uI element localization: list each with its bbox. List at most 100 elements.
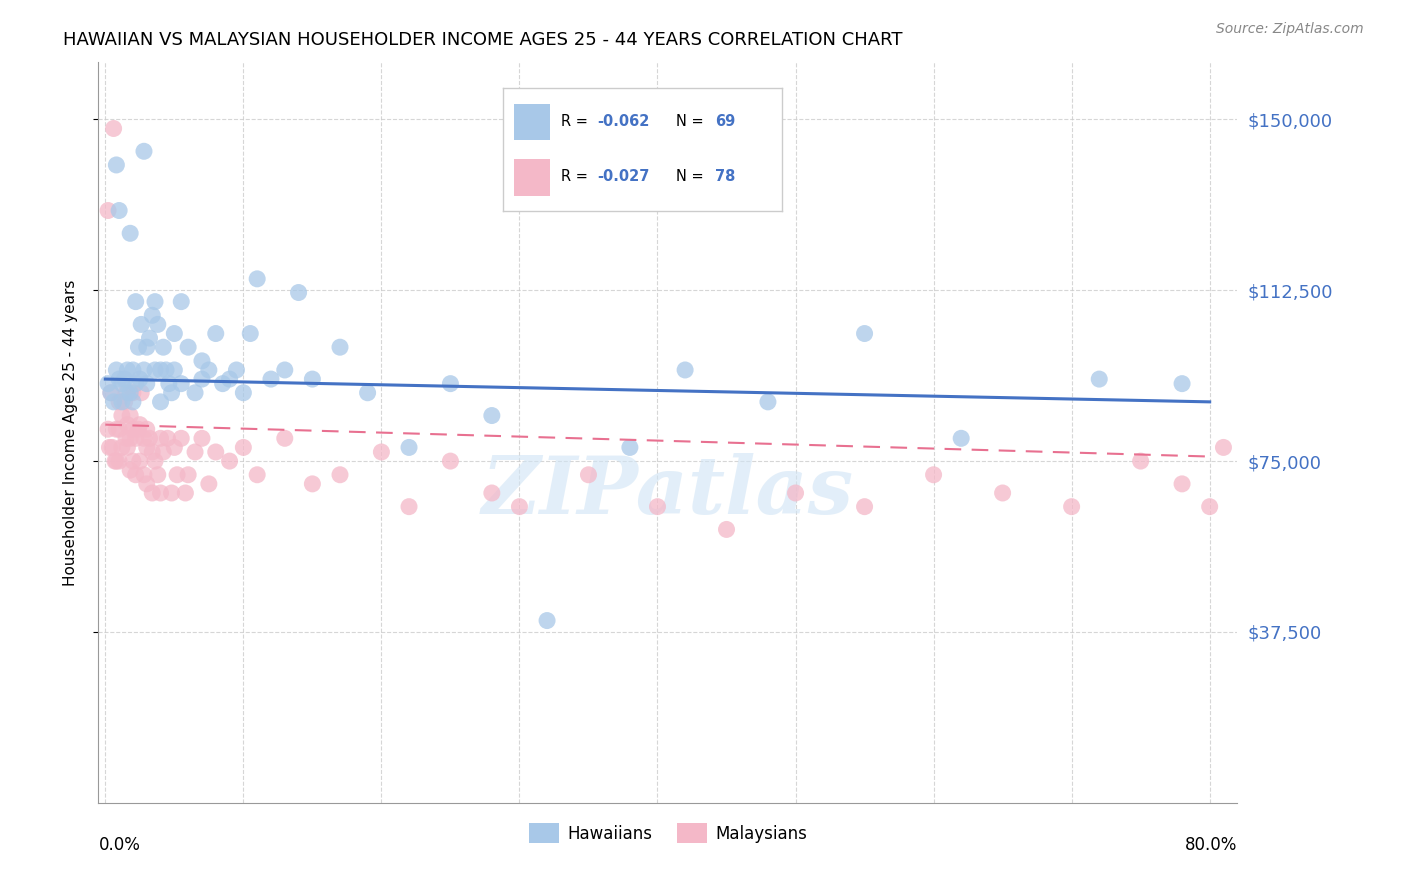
- Point: [97, 422, 120, 436]
- Point: [370, 445, 392, 459]
- Point: [155, 363, 177, 377]
- Point: [163, 363, 186, 377]
- Point: [149, 486, 172, 500]
- Point: [1171, 476, 1194, 491]
- Point: [108, 454, 131, 468]
- Point: [1129, 454, 1152, 468]
- Point: [287, 285, 309, 300]
- Point: [105, 158, 128, 172]
- Y-axis label: Householder Income Ages 25 - 44 years: Householder Income Ages 25 - 44 years: [63, 279, 77, 586]
- Point: [129, 318, 152, 332]
- Point: [143, 294, 166, 309]
- Point: [108, 372, 131, 386]
- Point: [218, 372, 240, 386]
- Point: [125, 431, 148, 445]
- Point: [105, 422, 128, 436]
- Point: [170, 431, 193, 445]
- Point: [125, 467, 148, 482]
- Point: [138, 331, 160, 345]
- Point: [156, 431, 179, 445]
- Point: [100, 385, 122, 400]
- Point: [673, 363, 696, 377]
- Point: [146, 467, 169, 482]
- Point: [239, 326, 262, 341]
- Point: [127, 340, 149, 354]
- Point: [125, 294, 148, 309]
- Point: [191, 431, 214, 445]
- Point: [115, 385, 138, 400]
- Point: [853, 326, 876, 341]
- Point: [122, 363, 145, 377]
- Point: [135, 340, 157, 354]
- Point: [108, 422, 131, 436]
- Point: [177, 340, 200, 354]
- Point: [232, 385, 254, 400]
- Point: [274, 363, 297, 377]
- Point: [117, 363, 139, 377]
- Point: [128, 372, 150, 386]
- Point: [218, 454, 240, 468]
- Point: [114, 372, 136, 386]
- Legend: Hawaiians, Malaysians: Hawaiians, Malaysians: [522, 816, 814, 850]
- Point: [246, 272, 269, 286]
- Point: [129, 385, 152, 400]
- Point: [143, 363, 166, 377]
- Point: [117, 441, 139, 455]
- Point: [204, 445, 226, 459]
- Point: [128, 417, 150, 432]
- Point: [128, 454, 150, 468]
- Point: [98, 441, 121, 455]
- Point: [439, 454, 461, 468]
- Point: [398, 500, 420, 514]
- Point: [356, 385, 378, 400]
- Point: [111, 395, 134, 409]
- Point: [132, 145, 155, 159]
- Point: [115, 431, 138, 445]
- Point: [117, 385, 139, 400]
- Point: [163, 326, 186, 341]
- Text: 80.0%: 80.0%: [1185, 836, 1237, 855]
- Point: [225, 363, 247, 377]
- Point: [184, 445, 207, 459]
- Point: [117, 417, 139, 432]
- Point: [619, 441, 641, 455]
- Point: [204, 326, 226, 341]
- Point: [97, 376, 120, 391]
- Point: [135, 441, 157, 455]
- Point: [149, 395, 172, 409]
- Point: [141, 445, 163, 459]
- Point: [111, 376, 134, 391]
- Point: [100, 385, 122, 400]
- Point: [132, 363, 155, 377]
- Point: [853, 500, 876, 514]
- Point: [177, 467, 200, 482]
- Point: [122, 395, 145, 409]
- Text: Source: ZipAtlas.com: Source: ZipAtlas.com: [1216, 22, 1364, 37]
- Point: [166, 467, 188, 482]
- Point: [103, 121, 125, 136]
- Point: [120, 463, 142, 477]
- Point: [274, 431, 297, 445]
- Point: [211, 376, 233, 391]
- Point: [716, 523, 738, 537]
- Point: [152, 340, 174, 354]
- Point: [198, 476, 221, 491]
- Point: [120, 409, 142, 423]
- Point: [756, 395, 779, 409]
- Point: [120, 385, 142, 400]
- Point: [108, 395, 131, 409]
- Point: [104, 454, 127, 468]
- Point: [138, 431, 160, 445]
- Point: [232, 441, 254, 455]
- Point: [439, 376, 461, 391]
- Point: [191, 354, 214, 368]
- Point: [135, 422, 157, 436]
- Point: [785, 486, 807, 500]
- Point: [111, 441, 134, 455]
- Point: [647, 500, 669, 514]
- Point: [950, 431, 973, 445]
- Point: [578, 467, 600, 482]
- Point: [174, 486, 197, 500]
- Point: [108, 203, 131, 218]
- Point: [170, 294, 193, 309]
